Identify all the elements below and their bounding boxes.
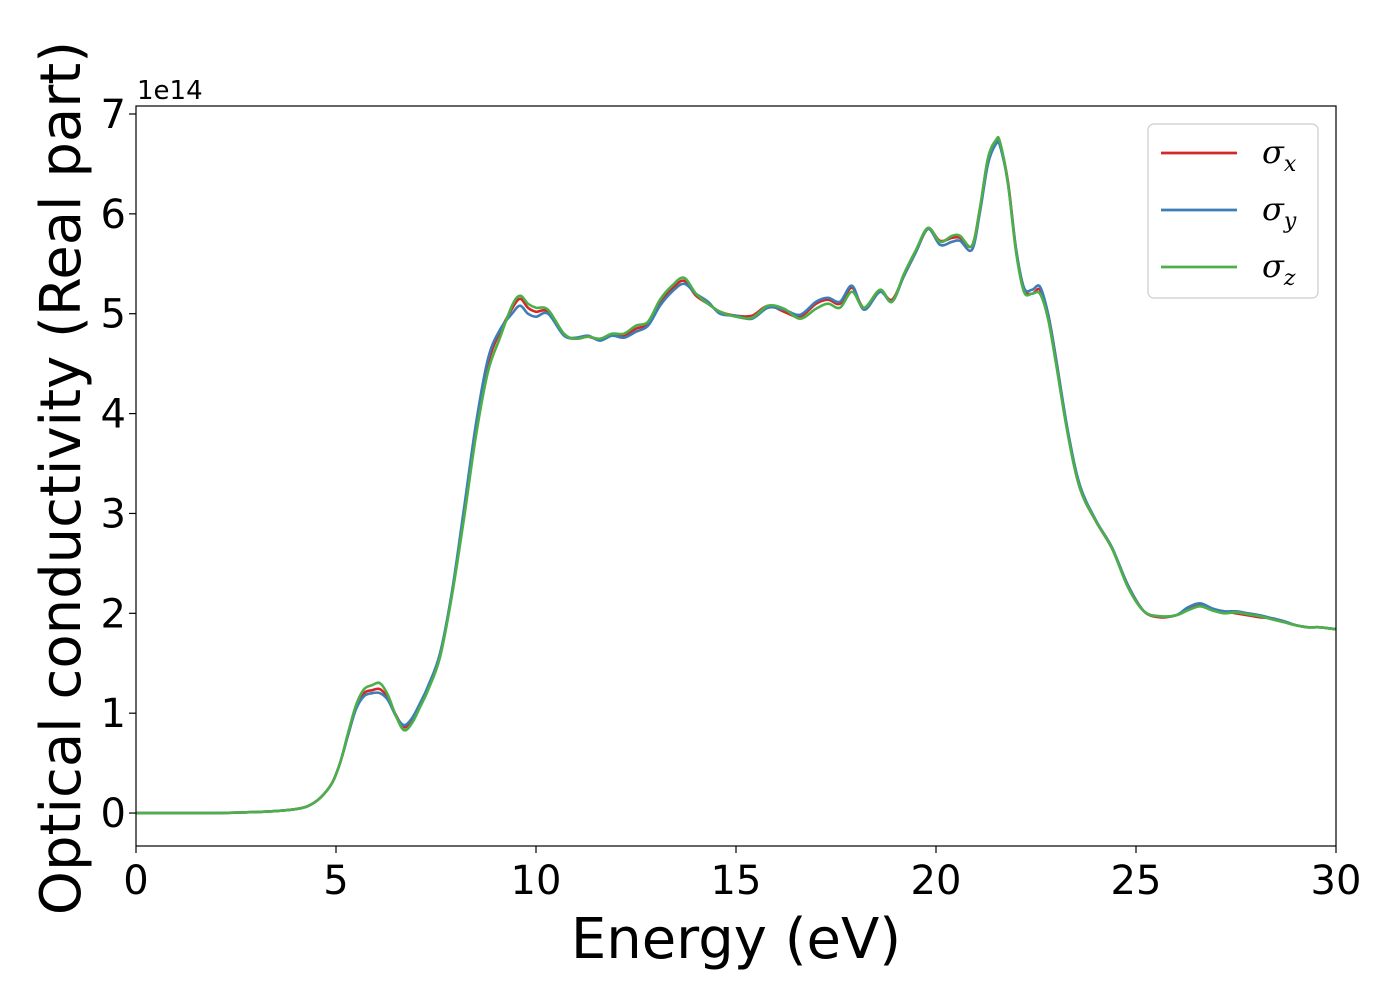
y-tick-label: 5 <box>101 292 126 338</box>
y-axis: 0 1 2 3 4 5 6 7 <box>101 92 136 837</box>
series-line-3 <box>136 135 1336 815</box>
y-tick-label: 1 <box>101 691 126 737</box>
x-tick-label: 0 <box>123 858 148 904</box>
y-tick-label: 4 <box>101 392 126 438</box>
x-axis-title: Energy (eV) <box>571 907 901 972</box>
x-tick-label: 15 <box>711 858 762 904</box>
series-layer <box>136 135 1336 815</box>
y-offset-label: 1e14 <box>137 76 203 106</box>
y-tick-label: 0 <box>101 791 126 837</box>
x-tick-label: 10 <box>511 858 562 904</box>
y-tick-label: 6 <box>101 192 126 238</box>
x-axis: 0 5 10 15 20 25 30 <box>123 846 1361 904</box>
x-tick-label: 20 <box>911 858 962 904</box>
y-tick-label: 3 <box>101 491 126 537</box>
y-axis-title: Optical conductivity (Real part) <box>29 41 94 915</box>
y-tick-label: 2 <box>101 591 126 637</box>
y-tick-label: 7 <box>101 92 126 138</box>
x-tick-label: 30 <box>1311 858 1362 904</box>
x-tick-label: 5 <box>323 858 348 904</box>
x-tick-label: 25 <box>1111 858 1162 904</box>
